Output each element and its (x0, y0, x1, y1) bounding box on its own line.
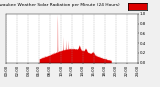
Text: Milwaukee Weather Solar Radiation per Minute (24 Hours): Milwaukee Weather Solar Radiation per Mi… (0, 3, 119, 7)
